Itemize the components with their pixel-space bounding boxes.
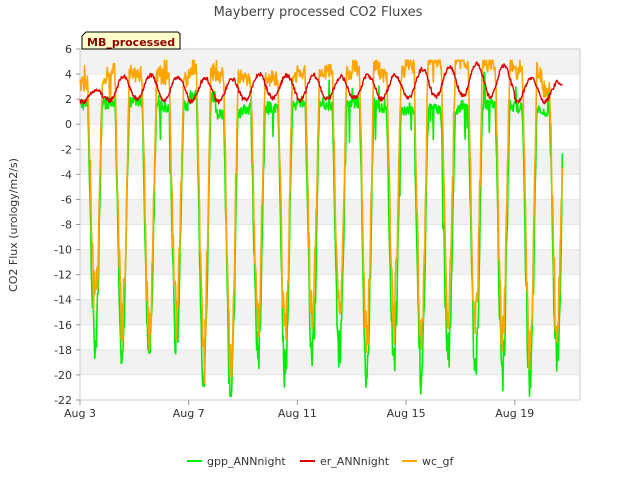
y-tick-label: 6 — [65, 43, 72, 56]
legend: gpp_ANNnight er_ANNnight wc_gf — [187, 455, 455, 468]
y-tick-label: 2 — [65, 93, 72, 106]
badge: MB_processed — [81, 31, 181, 50]
legend-label-er_ANNnight: er_ANNnight — [320, 455, 390, 468]
y-tick-label: 4 — [65, 68, 72, 81]
y-tick-label: -2 — [61, 143, 72, 156]
series-line-wc_gf — [79, 59, 564, 385]
grid-band — [80, 349, 580, 375]
legend-label-wc_gf: wc_gf — [422, 455, 455, 468]
x-tick-label: Aug 11 — [278, 407, 317, 420]
y-tick-label: -14 — [54, 294, 72, 307]
x-axis-ticks: Aug 3 Aug 7 Aug 11 Aug 15 Aug 19 — [64, 400, 534, 420]
y-tick-label: -22 — [54, 394, 72, 407]
chart-title: Mayberry processed CO2 Fluxes — [214, 5, 423, 20]
y-axis-ticks: 6 4 2 0 -2 -4 -6 -8 -10 -12 -14 -16 -18 -20 -22 — [54, 43, 80, 407]
grid-band — [80, 249, 580, 275]
y-tick-label: -20 — [54, 369, 72, 382]
y-tick-label: -10 — [54, 244, 72, 257]
x-tick-label: Aug 3 — [64, 407, 96, 420]
badge-label: MB_processed — [87, 36, 175, 49]
legend-label-gpp_ANNnight: gpp_ANNnight — [207, 455, 286, 468]
grid-band — [80, 199, 580, 225]
y-tick-label: -18 — [54, 344, 72, 357]
x-tick-label: Aug 15 — [387, 407, 426, 420]
y-tick-label: -8 — [61, 219, 72, 232]
y-tick-label: -4 — [61, 168, 72, 181]
y-axis-title: CO2 Flux (urology/m2/s) — [7, 158, 20, 292]
series-layer — [79, 59, 564, 397]
badge-shape — [81, 31, 181, 50]
y-tick-label: -6 — [61, 193, 72, 206]
x-tick-label: Aug 7 — [173, 407, 205, 420]
y-tick-label: -16 — [54, 319, 72, 332]
x-tick-label: Aug 19 — [495, 407, 534, 420]
y-tick-label: -12 — [54, 269, 72, 282]
y-tick-label: 0 — [65, 118, 72, 131]
series-line-er_ANNnight — [79, 61, 563, 105]
grid-band — [80, 299, 580, 325]
